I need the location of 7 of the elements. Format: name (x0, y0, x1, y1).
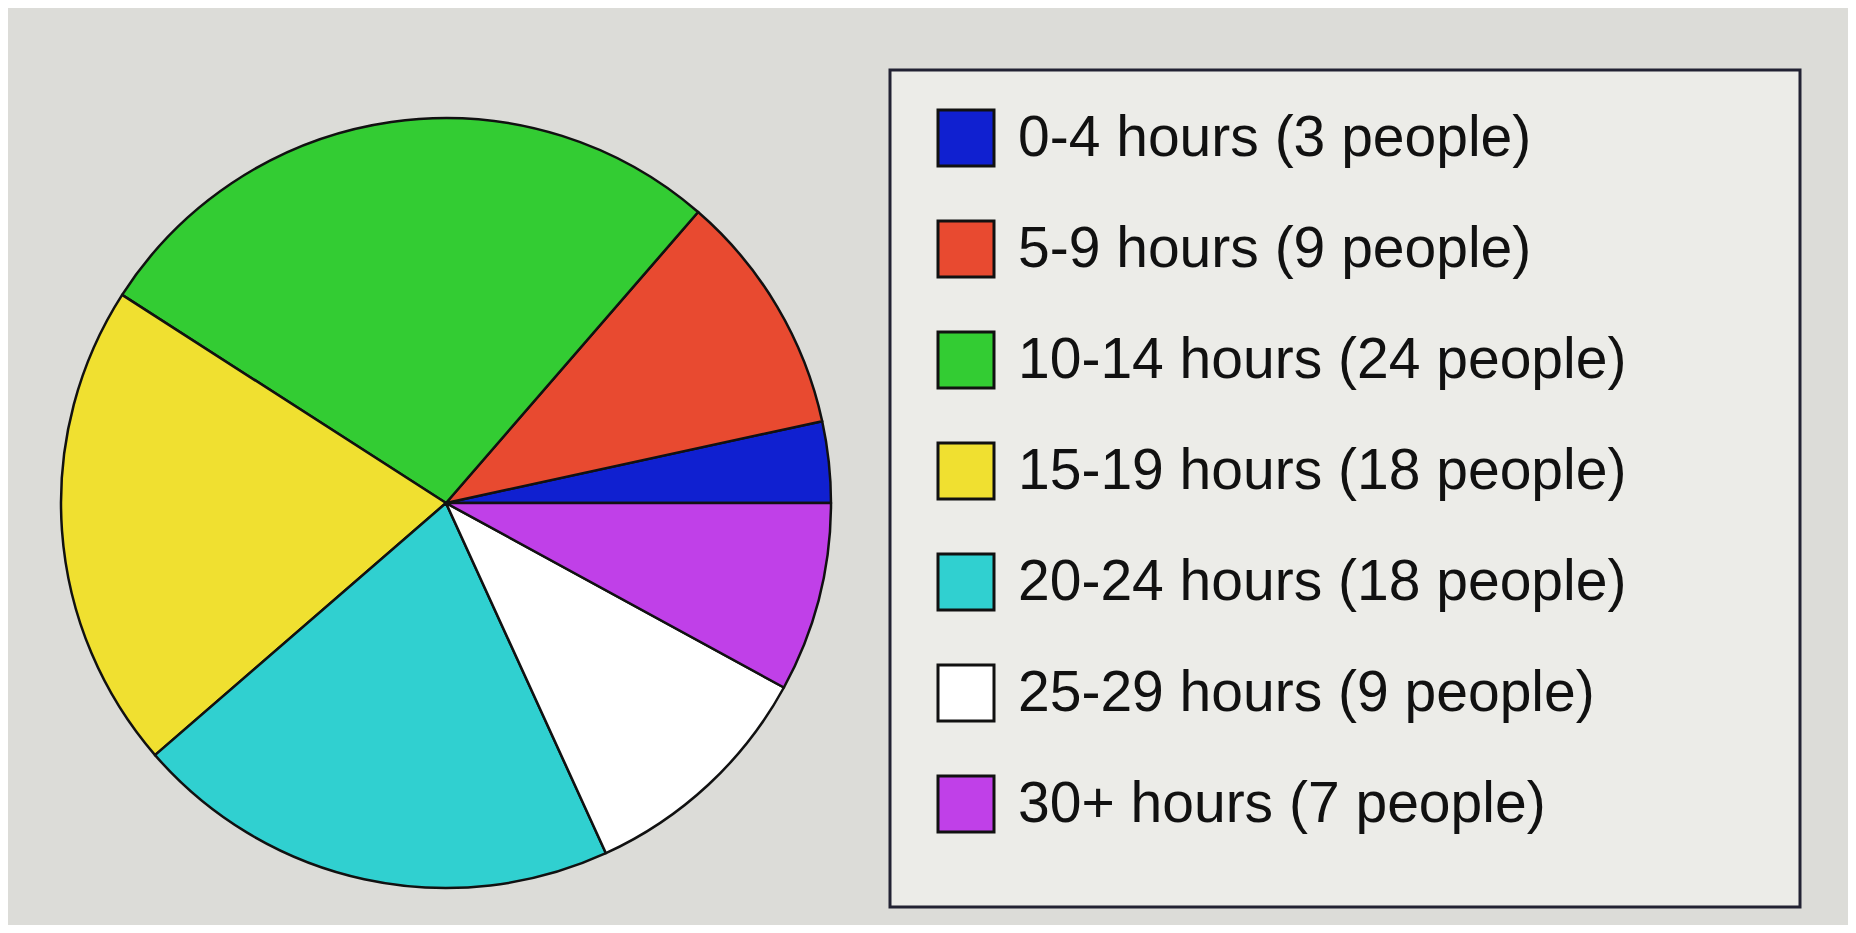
legend-label: 5-9 hours (9 people) (1018, 215, 1532, 279)
legend-label: 20-24 hours (18 people) (1018, 548, 1627, 612)
legend-label: 10-14 hours (24 people) (1018, 326, 1627, 390)
legend-label: 25-29 hours (9 people) (1018, 659, 1595, 723)
legend-label: 15-19 hours (18 people) (1018, 437, 1627, 501)
legend-label: 30+ hours (7 people) (1018, 770, 1546, 834)
legend-label: 0-4 hours (3 people) (1018, 104, 1532, 168)
